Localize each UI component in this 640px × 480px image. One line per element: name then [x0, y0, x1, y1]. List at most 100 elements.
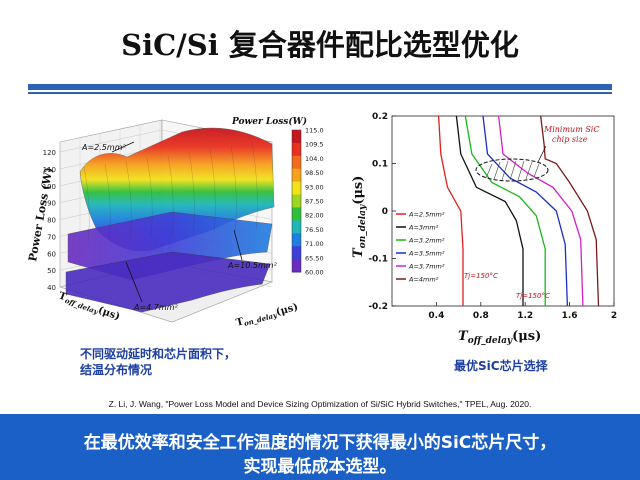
series-line-5: [540, 115, 600, 307]
z-tick-label: 50: [47, 267, 56, 275]
mesh-line: [167, 154, 174, 237]
colorbar-segment: [292, 130, 301, 144]
annotation-arrow-1: [111, 141, 135, 153]
annotation-tj-1: Tj=150°C: [464, 272, 498, 280]
caption-left: 不同驱动延时和芯片面积下， 结温分布情况: [80, 346, 290, 378]
annotation-a-4-7: A=4.7mm²: [133, 303, 178, 312]
series-line-2: [464, 115, 546, 306]
colorbar-segment: [292, 168, 301, 183]
z-tick-label: 110: [43, 166, 56, 174]
minimum-chip-size-region: [475, 158, 549, 182]
summary-banner: [0, 414, 640, 480]
colorbar-segment: [292, 142, 301, 157]
x-tick-label: 2: [611, 311, 617, 321]
plot-frame: [391, 115, 615, 307]
z-axis-label: Power Loss (W): [26, 166, 55, 262]
series-line-4: [497, 115, 584, 307]
mesh-line: [146, 157, 153, 238]
z-tick-label: 70: [47, 233, 56, 241]
mesh-line: [230, 145, 237, 232]
z-tick-label: 120: [43, 149, 56, 157]
x-axis-label: Toff_delay(μs): [458, 329, 541, 346]
legend-label: A=3mm²: [408, 224, 439, 232]
colorbar-tick-label: 109.5: [305, 141, 324, 149]
x-tick-label: 1.2: [517, 311, 533, 321]
colorbar-segment: [292, 220, 301, 234]
legend-label: A=3.2mm²: [408, 237, 445, 245]
colorbar-segment: [292, 194, 301, 208]
colorbar-tick-label: 98.50: [305, 169, 324, 177]
title-rule-thick: [28, 84, 612, 90]
colorbar-tick-label: 76.50: [305, 226, 324, 234]
legend-label: A=2.5mm²: [408, 211, 445, 219]
slide-title: SiC/Si 复合器件配比选型优化: [121, 28, 519, 62]
hatch-lines: [485, 160, 540, 181]
legend-label: A=3.7mm²: [408, 263, 445, 271]
svg-text:Ton_delay(μs): Ton_delay(μs): [351, 176, 368, 258]
annotation-a-10-5: A=10.5mm²: [227, 261, 278, 270]
colorbar-tick-label: 87.50: [305, 198, 324, 206]
x-axis-label: Ton_delay(μs): [235, 302, 300, 330]
z-tick-label: 60: [47, 250, 56, 258]
annotation-arrow-min: [537, 145, 547, 163]
colorbar-title: Power Loss(W): [231, 116, 307, 127]
surface-mesh: [83, 142, 258, 243]
colorbar-tick-label: 115.0: [305, 127, 324, 135]
y-tick-label: 0: [382, 207, 388, 217]
banner-line-2: 实现最低成本选型。: [243, 457, 397, 477]
z-tick-label: 90: [47, 200, 56, 208]
z-tick-label: 40: [47, 284, 56, 292]
series-lines: [437, 115, 600, 307]
caption-right: 最优SiC芯片选择: [454, 359, 548, 373]
grid-line: [59, 129, 163, 153]
power-loss-surface-chart: 120 110 100 90 80 70 60 50 40 A=2.5mm² A=10.5mm²…: [26, 116, 324, 330]
colorbar-segment: [292, 246, 301, 260]
colorbar-tick-label: 82.00: [305, 212, 324, 220]
caption-left-line2: 结温分布情况: [80, 363, 153, 377]
annotation-arrow-2: [233, 229, 243, 261]
mesh-line: [104, 163, 111, 241]
mesh-line: [125, 160, 132, 240]
y-tick-label: 0.1: [372, 160, 388, 170]
colorbar: 115.0 109.5 104.0 98.50 93.00 87.50 82.00 76.50…: [291, 127, 324, 277]
y-tick-label: -0.2: [368, 302, 388, 312]
colorbar-frame: [291, 129, 302, 273]
svg-text:Ton_delay(μs): Ton_delay(μs): [235, 302, 300, 330]
annotation-chip-size: chip size: [552, 135, 588, 144]
colorbar-segment: [292, 181, 301, 196]
y-tick-label: -0.1: [368, 255, 388, 265]
series-line-1: [455, 115, 524, 306]
x-tick-label: 1.6: [562, 311, 578, 321]
z-tick-label: 100: [43, 183, 56, 191]
legend-label: A=3.5mm²: [408, 250, 445, 258]
legend: A=2.5mm² A=3mm² A=3.2mm² A=3.5mm² A=3.7mm² A=…: [396, 211, 445, 284]
title-rule-thin: [28, 92, 612, 94]
colorbar-segment: [292, 259, 301, 273]
colorbar-segment: [292, 233, 301, 247]
mesh-line: [188, 151, 195, 235]
z-axis-ticks: 120 110 100 90 80 70 60 50 40: [43, 149, 56, 292]
x-tick-label: 0.4: [428, 311, 444, 321]
colorbar-segment: [292, 207, 301, 221]
series-line-0: [437, 115, 464, 306]
x-tick-label: 0.8: [473, 311, 489, 321]
colorbar-tick-label: 104.0: [305, 155, 324, 163]
axis-ticks: 0.4 0.8 1.2 1.6 2 0.2 0.1 0 -0.1 -0.2: [368, 112, 617, 321]
y-tick-label: 0.2: [372, 112, 388, 122]
mesh-line: [251, 142, 258, 231]
svg-text:Toff_delay(μs): Toff_delay(μs): [458, 329, 541, 346]
caption-left-line1: 不同驱动延时和芯片面积下，: [80, 347, 237, 361]
colorbar-tick-label: 71.00: [305, 240, 324, 248]
colorbar-tick-label: 93.00: [305, 183, 324, 191]
mesh-line: [83, 166, 90, 243]
mesh-line: [209, 148, 216, 234]
annotation-tj-2: Tj=150°C: [516, 292, 550, 300]
sic-chip-line-chart: 0.4 0.8 1.2 1.6 2 0.2 0.1 0 -0.1 -0.2 Minimum SiC…: [351, 112, 617, 346]
colorbar-tick-label: 60.00: [305, 269, 324, 277]
series-line-3: [482, 115, 569, 307]
surface-bottom: [65, 251, 271, 313]
colorbar-segment: [292, 155, 301, 170]
legend-label: A=4mm²: [408, 276, 439, 284]
banner-line-1: 在最优效率和安全工作温度的情况下获得最小的SiC芯片尺寸，: [83, 433, 557, 453]
annotation-minimum-sic: Minimum SiC: [543, 125, 600, 134]
